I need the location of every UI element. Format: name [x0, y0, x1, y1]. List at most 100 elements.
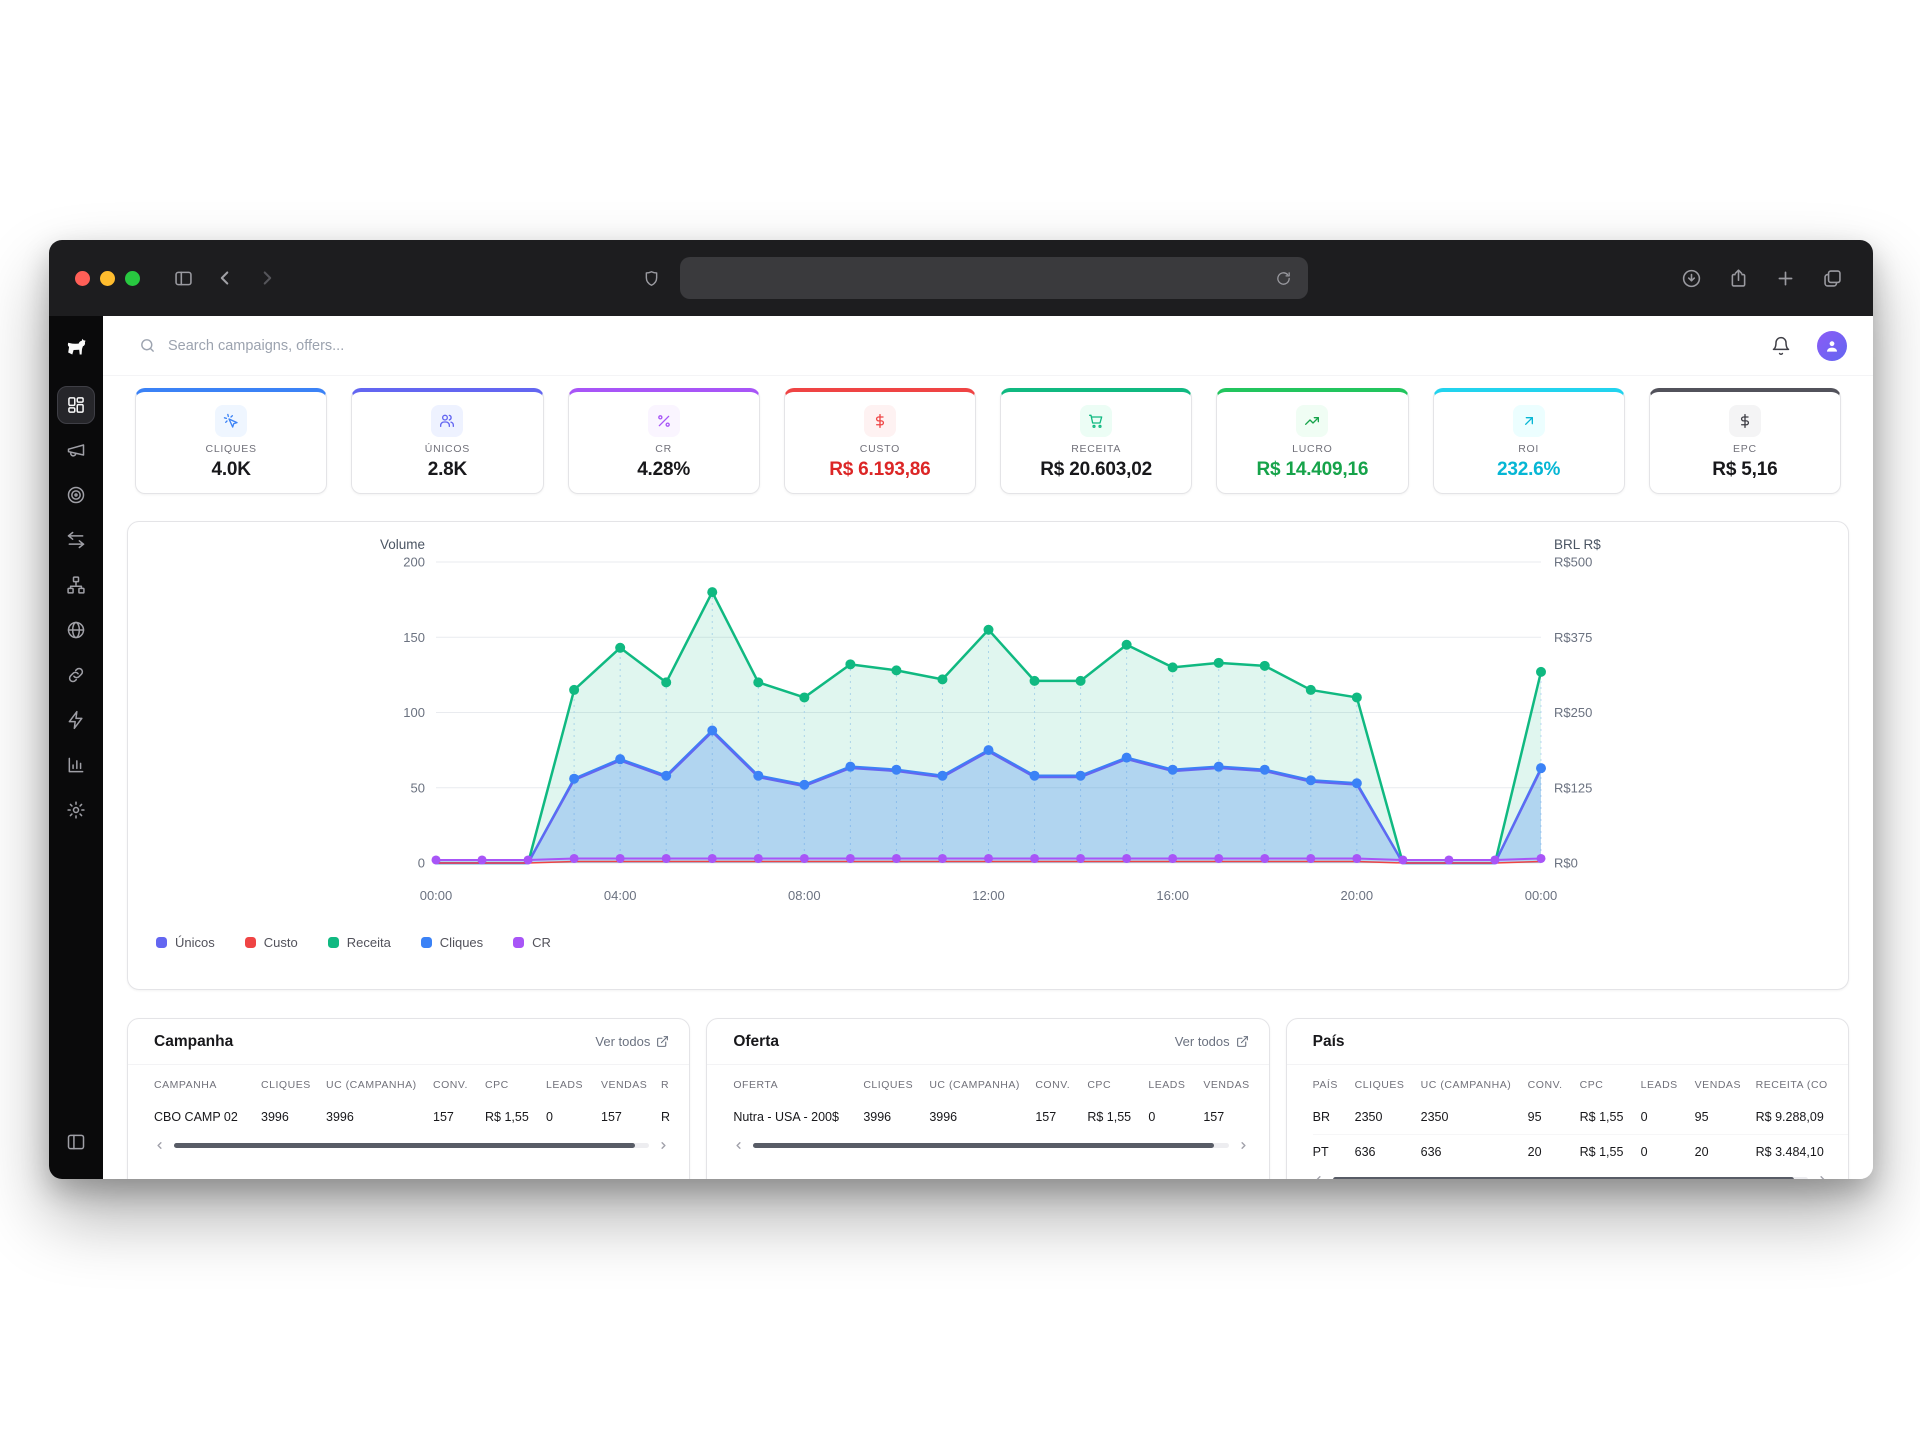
- shield-icon: [645, 270, 658, 286]
- scrollbar-thumb[interactable]: [174, 1143, 636, 1148]
- sidebar-item-campaigns[interactable]: [57, 431, 95, 469]
- zoom-button[interactable]: [125, 270, 140, 286]
- address-bar[interactable]: [679, 257, 1308, 299]
- svg-text:20:00: 20:00: [1341, 888, 1374, 903]
- share-icon: [1731, 268, 1745, 287]
- scrollbar-thumb[interactable]: [1332, 1177, 1794, 1179]
- svg-text:R$0: R$0: [1554, 856, 1578, 871]
- chart-area: 0 R$0 50 R$125 100 R$250 150 R$375 200 R$500 Volum…: [144, 536, 1832, 921]
- sidebar-item-offers[interactable]: [57, 476, 95, 514]
- chevron-right-icon[interactable]: [1238, 1140, 1249, 1151]
- chevron-left-icon[interactable]: [154, 1140, 165, 1151]
- pais-scrollbar[interactable]: [1313, 1174, 1828, 1179]
- search-input[interactable]: [168, 337, 508, 354]
- tab-overview-button[interactable]: [1817, 263, 1847, 293]
- minimize-button[interactable]: [100, 270, 115, 286]
- volume-chart-card: 0 R$0 50 R$125 100 R$250 150 R$375 200 R$500 Volum…: [127, 521, 1849, 990]
- column-header: UC (CAMPANHA): [1420, 1079, 1512, 1091]
- column-header: UC (CAMPANHA): [326, 1079, 417, 1091]
- campanha-card-header: Campanha Ver todos: [128, 1019, 690, 1065]
- stat-card-cr: CR 4.28%: [567, 388, 760, 494]
- app-sidebar: [49, 316, 103, 1179]
- scrollbar-track[interactable]: [753, 1143, 1229, 1148]
- oferta-scrollbar[interactable]: [733, 1140, 1248, 1151]
- chevron-right-icon[interactable]: [1817, 1174, 1828, 1179]
- svg-text:R$375: R$375: [1554, 630, 1592, 645]
- dashboard-icon: [68, 397, 84, 413]
- titlebar-sidebar-toggle-button[interactable]: [168, 263, 198, 293]
- legend-swatch: [244, 937, 256, 948]
- svg-text:00:00: 00:00: [1525, 888, 1558, 903]
- table-cell: CBO CAMP 02: [154, 1110, 238, 1124]
- titlebar-center: [282, 257, 1662, 299]
- legend-item-cliques[interactable]: Cliques: [420, 935, 483, 950]
- legend-swatch: [327, 937, 339, 948]
- stat-card-custo: CUSTO R$ 6.193,86: [783, 388, 976, 494]
- stat-label: LUCRO: [1292, 442, 1333, 455]
- notifications-button[interactable]: [1769, 334, 1793, 358]
- globe-icon: [67, 621, 85, 639]
- close-button[interactable]: [75, 270, 90, 286]
- column-header: LEADS: [1148, 1079, 1186, 1091]
- table-cell: R: [661, 1110, 671, 1124]
- stat-card-epc: EPC R$ 5,16: [1648, 388, 1841, 494]
- browser-titlebar: [49, 240, 1873, 316]
- sidebar-collapse-button[interactable]: [57, 1123, 95, 1161]
- legend-item-cr[interactable]: CR: [513, 935, 551, 950]
- dollar-icon: [1740, 413, 1749, 428]
- campanha-ver-todos-link[interactable]: Ver todos: [595, 1034, 669, 1049]
- legend-item-receita[interactable]: Receita: [327, 935, 391, 950]
- table-header-row: CAMPANHA CLIQUES UC (CAMPANHA) CONV. CPC LEAD…: [154, 1070, 689, 1100]
- scrollbar-thumb[interactable]: [753, 1143, 1215, 1148]
- reload-button[interactable]: [1273, 267, 1295, 289]
- legend-label: CR: [532, 935, 551, 950]
- share-button[interactable]: [1723, 263, 1753, 293]
- legend-item-únicos[interactable]: Únicos: [156, 935, 215, 950]
- table-cell: 0: [1148, 1110, 1156, 1124]
- user-avatar[interactable]: [1817, 330, 1847, 361]
- column-header: CLIQUES: [863, 1079, 914, 1091]
- legend-item-custo[interactable]: Custo: [244, 935, 298, 950]
- scrollbar-track[interactable]: [174, 1143, 650, 1148]
- chevron-left-icon[interactable]: [1313, 1174, 1324, 1179]
- new-tab-button[interactable]: [1770, 263, 1800, 293]
- arrow-up-right-icon: [1524, 416, 1533, 425]
- campanha-scrollbar[interactable]: [154, 1140, 669, 1151]
- panel-left-icon: [174, 271, 192, 285]
- stat-card-lucro: LUCRO R$ 14.409,16: [1216, 388, 1409, 494]
- sidebar-item-settings[interactable]: [57, 791, 95, 829]
- sidebar-item-dashboard[interactable]: [57, 386, 95, 424]
- back-button[interactable]: [210, 263, 240, 293]
- chevron-right-icon[interactable]: [658, 1140, 669, 1151]
- stat-card-receita: RECEITA R$ 20.603,02: [1000, 388, 1193, 494]
- volume-chart: 0 R$0 50 R$125 100 R$250 150 R$375 200 R$500 Volum…: [380, 537, 1601, 903]
- stat-icon-box: [1728, 404, 1761, 437]
- legend-swatch: [156, 937, 167, 948]
- table-cell: 20: [1527, 1144, 1542, 1159]
- titlebar-left-controls: [168, 263, 282, 293]
- svg-text:50: 50: [411, 780, 425, 795]
- stat-label: EPC: [1732, 442, 1757, 455]
- table-row: Nutra - USA - 200$ 3996 3996 157 R$ 1,55 0 157: [733, 1100, 1268, 1134]
- sidebar-item-domains[interactable]: [57, 611, 95, 649]
- chevron-right-icon: [263, 271, 272, 285]
- sidebar-item-integrations[interactable]: [57, 701, 95, 739]
- forward-button[interactable]: [252, 263, 282, 293]
- table-row: CBO CAMP 02 3996 3996 157 R$ 1,55 0 157 R: [154, 1100, 689, 1134]
- sidebar-item-swap[interactable]: [57, 521, 95, 559]
- legend-label: Únicos: [175, 935, 215, 950]
- dashboard-content: CLIQUES 4.0K ÚNICOS 2.8K CR 4.28% CUSTO R$ 6.19…: [103, 376, 1873, 1179]
- column-header: CONV.: [433, 1079, 468, 1091]
- column-header: CONV.: [1527, 1079, 1563, 1091]
- table-cell: 157: [1035, 1110, 1057, 1124]
- privacy-shield-button[interactable]: [637, 263, 667, 293]
- downloads-button[interactable]: [1676, 263, 1706, 293]
- stat-label: ÚNICOS: [424, 442, 470, 455]
- pais-card-title: País: [1312, 1032, 1345, 1050]
- oferta-ver-todos-link[interactable]: Ver todos: [1175, 1034, 1249, 1049]
- sidebar-item-links[interactable]: [57, 656, 95, 694]
- sidebar-item-reports[interactable]: [57, 746, 95, 784]
- chevron-left-icon[interactable]: [733, 1140, 744, 1151]
- scrollbar-track[interactable]: [1332, 1177, 1808, 1179]
- sidebar-item-flows[interactable]: [57, 566, 95, 604]
